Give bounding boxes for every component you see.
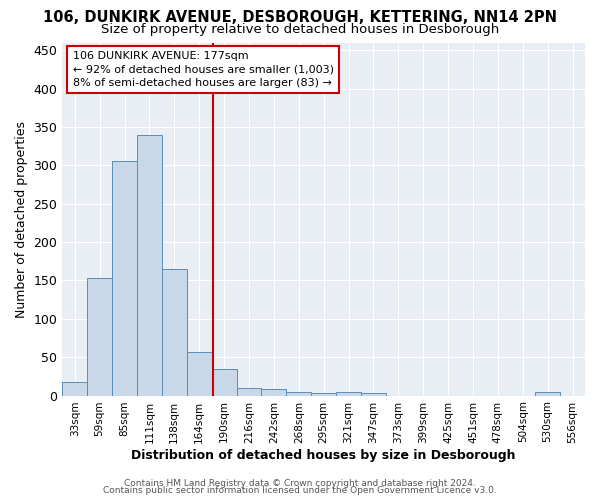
Text: Size of property relative to detached houses in Desborough: Size of property relative to detached ho… <box>101 22 499 36</box>
Text: 106 DUNKIRK AVENUE: 177sqm
← 92% of detached houses are smaller (1,003)
8% of se: 106 DUNKIRK AVENUE: 177sqm ← 92% of deta… <box>73 52 334 88</box>
Bar <box>162 269 187 396</box>
Bar <box>262 390 286 396</box>
Bar <box>311 394 336 396</box>
Y-axis label: Number of detached properties: Number of detached properties <box>15 120 28 318</box>
X-axis label: Distribution of detached houses by size in Desborough: Distribution of detached houses by size … <box>131 450 516 462</box>
Bar <box>187 352 212 396</box>
Text: 106, DUNKIRK AVENUE, DESBOROUGH, KETTERING, NN14 2PN: 106, DUNKIRK AVENUE, DESBOROUGH, KETTERI… <box>43 10 557 25</box>
Bar <box>236 388 262 396</box>
Bar <box>336 392 361 396</box>
Text: Contains public sector information licensed under the Open Government Licence v3: Contains public sector information licen… <box>103 486 497 495</box>
Bar <box>361 394 386 396</box>
Bar <box>212 368 236 396</box>
Bar <box>137 134 162 396</box>
Text: Contains HM Land Registry data © Crown copyright and database right 2024.: Contains HM Land Registry data © Crown c… <box>124 478 476 488</box>
Bar <box>286 392 311 396</box>
Bar <box>87 278 112 396</box>
Bar <box>62 382 87 396</box>
Bar <box>112 162 137 396</box>
Bar <box>535 392 560 396</box>
